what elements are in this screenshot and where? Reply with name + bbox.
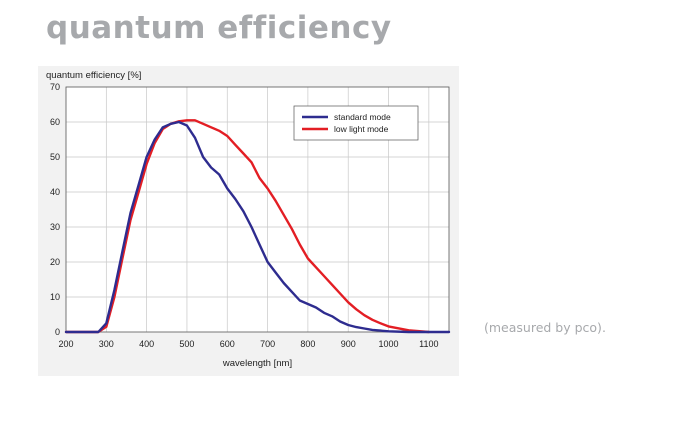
legend-label-standard-mode: standard mode [334,112,391,122]
x-tick-label: 1000 [379,339,399,349]
measurement-note: (measured by pco). [484,320,606,335]
y-axis-label: quantum efficiency [%] [46,70,141,81]
series-line-low-light-mode [64,119,430,334]
x-tick-label: 800 [300,339,315,349]
legend-box [293,105,419,141]
y-tick-label: 10 [50,292,60,302]
x-tick-label: 600 [220,339,235,349]
quantum-efficiency-chart: 0 10 20 30 40 50 60 70 200 300 400 500 600 700 800 900 1… [46,70,451,369]
x-tick-label: 1100 [419,339,438,349]
x-tick-label: 300 [99,339,114,349]
y-tick-label: 30 [50,222,60,232]
y-tick-label: 60 [50,117,60,127]
x-tick-label: 500 [179,339,194,349]
axis-ticks: 0 10 20 30 40 50 60 70 200 300 400 500 600 700 800 900 1… [50,82,439,349]
series-line-standard-mode [64,120,451,334]
legend-label-low-light-mode: low light mode [334,124,389,134]
y-tick-label: 20 [50,257,60,267]
x-tick-label: 400 [139,339,154,349]
plot-area [65,86,450,333]
y-tick-label: 70 [50,82,60,92]
x-axis-label: wavelength [nm] [222,358,292,369]
y-tick-label: 0 [55,327,60,337]
y-tick-label: 50 [50,152,60,162]
x-tick-label: 200 [58,339,73,349]
y-tick-label: 40 [50,187,60,197]
x-tick-label: 700 [260,339,275,349]
chart-legend: standard mode low light mode [293,105,419,141]
series-layer [64,119,451,334]
page-title: quantum efficiency [46,10,392,46]
x-tick-label: 900 [341,339,356,349]
